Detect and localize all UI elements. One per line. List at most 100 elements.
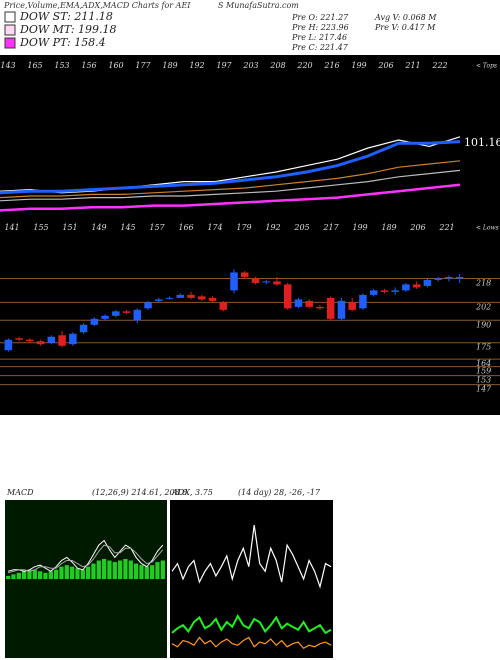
- candle-body: [455, 276, 464, 279]
- candle-body: [4, 339, 13, 351]
- legend-label: DOW MT: 199.18: [19, 23, 117, 36]
- histogram-bar: [80, 569, 85, 579]
- panel-title: MACD: [6, 488, 34, 497]
- candle-body: [316, 306, 324, 309]
- candle-body: [262, 281, 270, 283]
- level-label: 147: [476, 385, 492, 394]
- histogram-bar: [144, 566, 149, 579]
- level-label: 190: [476, 320, 491, 329]
- indicator-line: [171, 636, 332, 650]
- candle-body: [359, 294, 367, 309]
- histogram-bar: [150, 565, 155, 579]
- legend-swatch: [4, 11, 16, 23]
- legend-swatch: [4, 24, 16, 36]
- adx-panel: [170, 500, 333, 658]
- candle-body: [402, 284, 410, 291]
- candle-body: [348, 302, 356, 310]
- legend-label: DOW PT: 158.4: [19, 36, 106, 49]
- histogram-bar: [112, 562, 117, 579]
- top-label: 153: [54, 61, 69, 70]
- bottom-label: 199: [352, 223, 367, 232]
- indicator-line: [7, 539, 164, 572]
- series-line: [0, 136, 461, 194]
- top-label: 208: [269, 61, 285, 70]
- candle-body: [337, 300, 346, 319]
- histogram-bar: [75, 568, 80, 579]
- top-label: 156: [81, 61, 96, 70]
- info-text: Pre V: 0.417 M: [374, 23, 436, 32]
- series-line: [0, 169, 461, 202]
- bottom-label: 221: [438, 223, 454, 232]
- histogram-bar: [70, 566, 75, 579]
- top-label: 189: [162, 61, 177, 70]
- candle-body: [423, 279, 432, 286]
- level-label: 153: [476, 376, 491, 385]
- candle-body: [144, 302, 152, 309]
- series-line: [0, 183, 461, 212]
- top-label: 192: [189, 61, 204, 70]
- histogram-bar: [134, 563, 139, 579]
- level-label: 202: [475, 302, 491, 311]
- histogram-bar: [43, 572, 48, 579]
- top-label: 203: [242, 61, 258, 70]
- candle-body: [15, 338, 23, 340]
- candle-body: [26, 339, 34, 342]
- bottom-label: 179: [236, 223, 251, 232]
- site-name: S MunafaSutra.com: [218, 1, 299, 10]
- price-area: [0, 55, 500, 415]
- histogram-bar: [27, 569, 32, 579]
- histogram-bar: [38, 571, 43, 579]
- legend-swatch: [4, 37, 16, 49]
- indicator-line: [171, 525, 332, 589]
- candle-body: [58, 335, 66, 346]
- candle-body: [112, 311, 120, 316]
- level-label: 159: [476, 367, 491, 376]
- candle-body: [294, 299, 303, 307]
- histogram-bar: [123, 558, 128, 579]
- bottom-label: 174: [207, 223, 222, 232]
- candle-body: [198, 296, 206, 300]
- candle-body: [219, 302, 228, 310]
- bottom-label: 217: [322, 223, 339, 232]
- candle-body: [122, 311, 131, 313]
- histogram-bar: [91, 563, 96, 579]
- bottom-label: 205: [293, 223, 309, 232]
- histogram-bar: [139, 565, 144, 579]
- level-label: 175: [476, 343, 491, 352]
- info-text: Pre H: 223.96: [291, 23, 349, 32]
- candle-body: [380, 290, 389, 292]
- candle-body: [133, 309, 142, 321]
- chart-title: Price,Volume,EMA,ADX,MACD Charts for AEI: [3, 1, 191, 10]
- candle-body: [155, 299, 163, 301]
- histogram-bar: [16, 572, 21, 579]
- histogram-bar: [107, 560, 112, 579]
- indicator-line: [171, 613, 332, 635]
- histogram-bar: [59, 566, 64, 579]
- info-text: Pre O: 221.27: [291, 13, 349, 22]
- top-label: 216: [323, 61, 339, 70]
- candle-body: [305, 300, 313, 307]
- series-line: [0, 160, 461, 199]
- candle-body: [165, 297, 174, 299]
- level-label: 164: [476, 359, 491, 368]
- candle-body: [434, 278, 442, 280]
- histogram-bar: [86, 566, 91, 579]
- candle-body: [187, 294, 195, 298]
- bottom-label: 206: [409, 223, 425, 232]
- bottom-label: 189: [381, 223, 396, 232]
- histogram-bar: [22, 571, 27, 579]
- panel-params: (14 day) 28, -26, -17: [238, 488, 321, 497]
- candle-body: [273, 281, 281, 285]
- histogram-bar: [155, 562, 160, 579]
- candle-body: [230, 272, 238, 291]
- bottom-label: 151: [62, 223, 77, 232]
- info-text: Avg V: 0.068 M: [374, 13, 437, 22]
- candle-body: [47, 336, 56, 343]
- bottom-label: 157: [149, 223, 165, 232]
- histogram-bar: [64, 565, 69, 579]
- info-text: Pre L: 217.46: [291, 33, 347, 42]
- candle-body: [176, 294, 185, 298]
- candle-body: [326, 297, 335, 319]
- candle-body: [412, 284, 421, 288]
- series-line: [0, 140, 461, 195]
